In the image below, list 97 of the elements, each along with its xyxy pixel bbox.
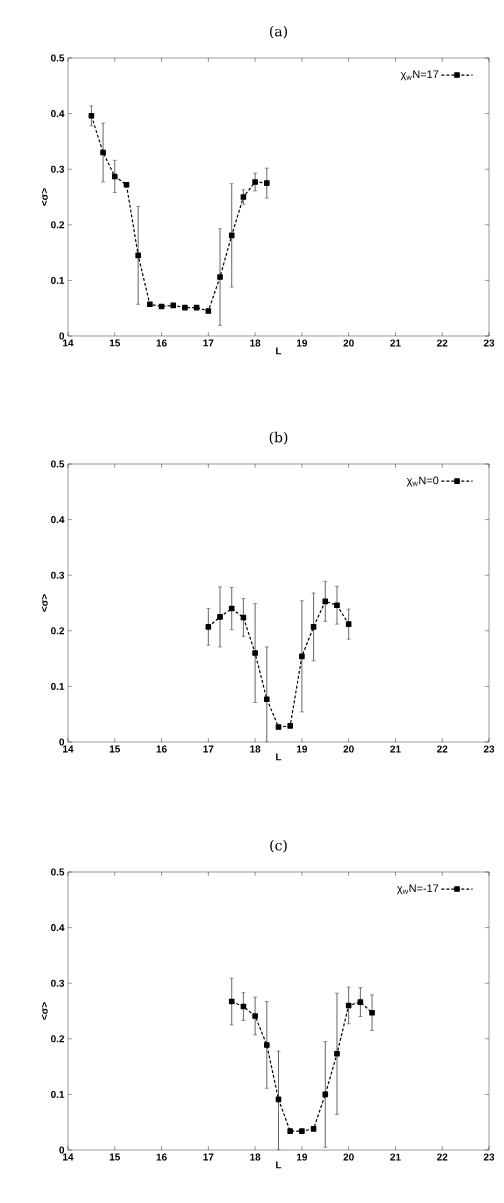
y-tick-label: 0.3 bbox=[51, 571, 65, 579]
x-tick-label: 23 bbox=[483, 339, 495, 347]
y-tick-label: 0.5 bbox=[51, 868, 65, 876]
x-tick-label: 17 bbox=[203, 745, 214, 753]
legend-label: χ$_{w}$N=0 bbox=[406, 476, 439, 487]
x-tick-label: 22 bbox=[437, 339, 448, 347]
y-tick-label: 0.3 bbox=[51, 979, 65, 987]
y-tick-label: 0.1 bbox=[51, 1090, 65, 1098]
x-tick-label: 19 bbox=[296, 1153, 308, 1161]
point bbox=[299, 1128, 305, 1134]
point bbox=[100, 149, 106, 156]
point bbox=[88, 113, 95, 119]
x-tick-label: 17 bbox=[203, 339, 214, 347]
point bbox=[170, 302, 177, 309]
chart-title: (b) bbox=[269, 431, 288, 445]
point bbox=[111, 173, 118, 180]
y-axis-title: <σ> bbox=[41, 1002, 48, 1020]
point bbox=[135, 252, 141, 259]
x-tick-label: 14 bbox=[63, 1153, 74, 1161]
point bbox=[334, 602, 340, 609]
point bbox=[228, 605, 235, 612]
x-tick-label: 20 bbox=[343, 339, 354, 347]
point bbox=[275, 724, 282, 730]
legend-label: χ$_{w}$N=17 bbox=[400, 70, 439, 81]
x-axis-title: L bbox=[276, 1161, 282, 1169]
point bbox=[322, 1091, 329, 1098]
x-tick-label: 21 bbox=[390, 339, 401, 347]
x-tick-label: 17 bbox=[203, 1153, 214, 1161]
point bbox=[182, 304, 188, 311]
x-tick-label: 16 bbox=[156, 745, 167, 753]
x-tick-label: 14 bbox=[63, 339, 74, 347]
chart-title: (a) bbox=[270, 25, 287, 39]
x-tick-label: 22 bbox=[437, 745, 448, 753]
x-tick-label: 16 bbox=[156, 1153, 167, 1161]
point bbox=[310, 624, 317, 630]
y-tick-label: 0.2 bbox=[51, 1035, 65, 1043]
point bbox=[287, 1128, 293, 1134]
x-axis-title: L bbox=[276, 347, 282, 355]
y-tick-label: 0.4 bbox=[51, 924, 65, 932]
point bbox=[240, 194, 247, 200]
point bbox=[217, 274, 223, 280]
y-tick-label: 0.3 bbox=[51, 165, 65, 173]
y-tick-label: 0.1 bbox=[51, 682, 65, 690]
point bbox=[369, 1009, 375, 1016]
x-tick-label: 22 bbox=[437, 1153, 448, 1161]
point bbox=[205, 624, 212, 630]
point bbox=[287, 723, 293, 729]
x-tick-label: 23 bbox=[483, 745, 495, 753]
point bbox=[299, 653, 305, 660]
x-tick-label: 18 bbox=[250, 745, 261, 753]
point bbox=[345, 1002, 352, 1009]
x-tick-label: 20 bbox=[343, 745, 354, 753]
point bbox=[123, 181, 130, 188]
point bbox=[310, 1126, 317, 1132]
y-tick-label: 0.4 bbox=[51, 516, 65, 524]
point bbox=[357, 999, 364, 1005]
x-tick-label: 15 bbox=[109, 339, 121, 347]
point bbox=[252, 650, 258, 656]
chart-title: (c) bbox=[270, 839, 287, 853]
x-tick-label: 18 bbox=[250, 339, 261, 347]
x-tick-label: 15 bbox=[109, 1153, 121, 1161]
x-tick-label: 16 bbox=[156, 339, 167, 347]
x-tick-label: 19 bbox=[296, 745, 308, 753]
x-tick-label: 19 bbox=[296, 339, 308, 347]
y-tick-label: 0.5 bbox=[51, 460, 65, 468]
legend-label: χ$_{w}$N=-17 bbox=[396, 884, 439, 895]
x-tick-label: 23 bbox=[483, 1153, 495, 1161]
point bbox=[252, 179, 258, 185]
y-axis-title: <σ> bbox=[41, 188, 48, 206]
point bbox=[217, 614, 223, 620]
point bbox=[322, 598, 329, 605]
y-tick-label: 0.5 bbox=[51, 54, 65, 62]
point bbox=[264, 696, 270, 702]
point bbox=[345, 621, 352, 627]
y-tick-label: 0.4 bbox=[51, 110, 65, 118]
y-tick-label: 0 bbox=[59, 332, 65, 340]
point bbox=[205, 308, 212, 314]
point bbox=[147, 301, 153, 308]
x-tick-label: 14 bbox=[63, 745, 74, 753]
x-tick-label: 20 bbox=[343, 1153, 354, 1161]
y-tick-label: 0.2 bbox=[51, 627, 65, 635]
point bbox=[264, 1042, 270, 1048]
point bbox=[334, 1051, 340, 1057]
x-tick-label: 18 bbox=[250, 1153, 261, 1161]
y-axis-title: <σ> bbox=[41, 594, 48, 612]
x-tick-label: 21 bbox=[390, 745, 401, 753]
point bbox=[228, 998, 235, 1005]
x-tick-label: 15 bbox=[109, 745, 121, 753]
x-tick-label: 21 bbox=[390, 1153, 401, 1161]
x-axis-title: L bbox=[276, 753, 282, 761]
point bbox=[252, 1013, 258, 1019]
point bbox=[264, 180, 270, 186]
y-tick-label: 0.1 bbox=[51, 276, 65, 284]
y-tick-label: 0 bbox=[59, 1146, 65, 1154]
y-tick-label: 0.2 bbox=[51, 221, 65, 229]
point bbox=[228, 232, 235, 239]
y-tick-label: 0 bbox=[59, 738, 65, 746]
